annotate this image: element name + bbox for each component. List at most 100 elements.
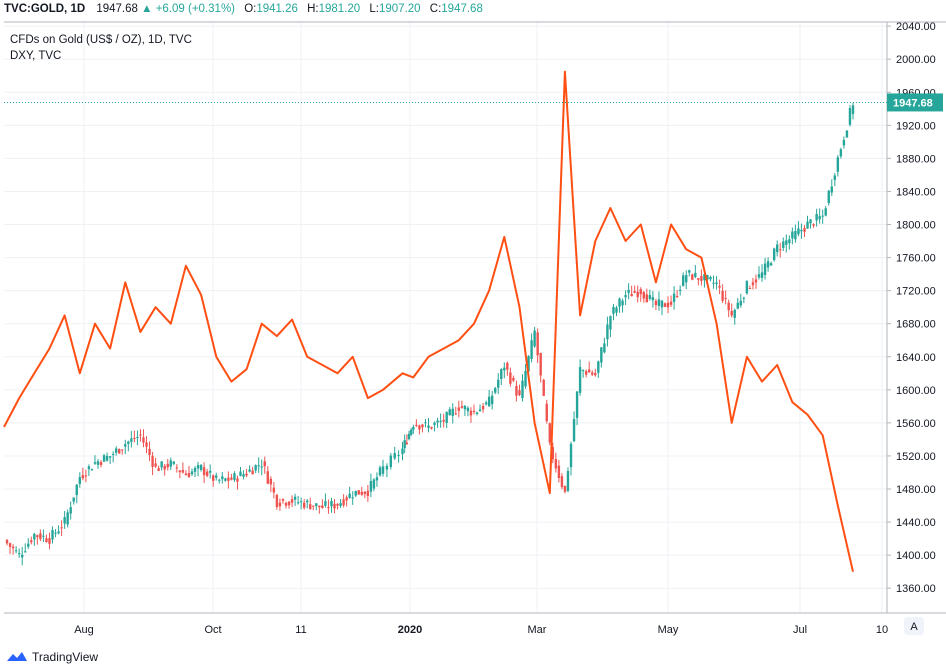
candle-body (800, 229, 803, 232)
x-tick-label: 10 (876, 624, 888, 636)
candle-body (33, 533, 36, 540)
candle-body (724, 298, 727, 300)
candle-body (281, 499, 285, 501)
candle-body (806, 221, 809, 229)
candle-body (418, 425, 421, 430)
candle-body (369, 481, 373, 492)
candle-body (475, 412, 479, 415)
candle-body (824, 208, 827, 216)
candle-body (236, 478, 239, 482)
candle-body (600, 347, 603, 363)
candle-body (302, 502, 306, 508)
y-tick-label: 1480.00 (896, 484, 936, 496)
candle-body (45, 538, 48, 542)
candle-body (51, 530, 54, 540)
candle-body (118, 449, 121, 454)
candle-body (14, 550, 18, 552)
candle-body (208, 470, 212, 473)
low-label: L: (369, 3, 379, 15)
candle-body (169, 460, 172, 467)
candle-body (730, 310, 733, 316)
candle-body (372, 479, 376, 489)
y-tick-label: 1400.00 (896, 550, 936, 562)
legend-overlay-series[interactable]: DXY, TVC (10, 50, 62, 62)
candle-body (821, 215, 824, 217)
candle-body (782, 241, 785, 248)
brand-label: TradingView (32, 650, 99, 664)
candle-body (569, 443, 573, 468)
candle-body (309, 504, 312, 510)
candle-body (751, 282, 755, 286)
candle-body (157, 468, 160, 471)
candle-body (772, 248, 776, 261)
candle-body (199, 464, 203, 470)
candle-body (845, 130, 849, 138)
change-value: +6.09 (+0.31%) (155, 3, 235, 15)
candle-body (827, 190, 830, 204)
tradingview-logo[interactable]: TradingView (6, 650, 98, 664)
candle-body (833, 175, 837, 180)
candle-body (221, 476, 224, 480)
candle-body (757, 274, 761, 278)
y-tick-label: 2000.00 (896, 54, 936, 66)
candle-body (111, 454, 115, 456)
candle-body (393, 453, 396, 459)
candle-body (363, 491, 367, 495)
candle-body (657, 299, 661, 306)
candle-body (694, 272, 697, 278)
candle-body (172, 461, 175, 464)
candle-body (178, 470, 182, 473)
y-tick-label: 1920.00 (896, 120, 936, 132)
candle-body (775, 244, 779, 253)
candle-body (272, 487, 276, 493)
y-tick-label: 1880.00 (896, 153, 936, 165)
candle-body (654, 300, 658, 306)
candle-body (763, 263, 767, 275)
candle-body (615, 307, 618, 313)
candle-body (436, 420, 439, 423)
candle-body (594, 373, 597, 376)
candle-body (457, 407, 461, 411)
candle-body (251, 470, 254, 475)
candle-body (385, 465, 389, 470)
candle-body (769, 263, 773, 266)
candle-body (163, 465, 166, 470)
high-value: 1981.20 (318, 3, 361, 15)
candle-body (515, 385, 518, 396)
candle-body (627, 289, 630, 293)
candle-body (284, 502, 288, 506)
candle-body (709, 276, 712, 280)
legend-main-series[interactable]: CFDs on Gold (US$ / OZ), 1D, TVC (10, 34, 192, 46)
candle-body (572, 419, 576, 442)
candle-body (11, 546, 15, 549)
candle-body (230, 477, 233, 480)
candle-body (424, 422, 427, 424)
candle-body (184, 473, 188, 476)
candle-body (794, 231, 797, 240)
candle-body (548, 423, 551, 443)
candle-body (494, 388, 497, 393)
candle-body (721, 290, 724, 301)
candle-body (785, 240, 788, 245)
symbol-label[interactable]: TVC:GOLD, 1D (4, 3, 86, 15)
candle-body (469, 410, 473, 416)
candle-body (69, 507, 72, 514)
candle-body (212, 475, 215, 481)
y-tick-label: 1840.00 (896, 186, 936, 198)
change-up-icon: ▲ (141, 3, 153, 15)
candle-body (266, 471, 269, 484)
candle-body (851, 105, 855, 115)
dxy-series-line (3, 70, 854, 572)
candle-body (124, 444, 127, 447)
candle-body (788, 239, 791, 244)
candle-body (215, 475, 218, 478)
candle-body (409, 429, 413, 435)
x-tick-label: 2020 (398, 624, 422, 636)
candle-body (448, 409, 451, 416)
candle-body (378, 467, 382, 476)
candle-body (639, 289, 642, 295)
candle-body (466, 407, 470, 412)
candle-body (293, 496, 297, 500)
candle-body (536, 332, 539, 356)
